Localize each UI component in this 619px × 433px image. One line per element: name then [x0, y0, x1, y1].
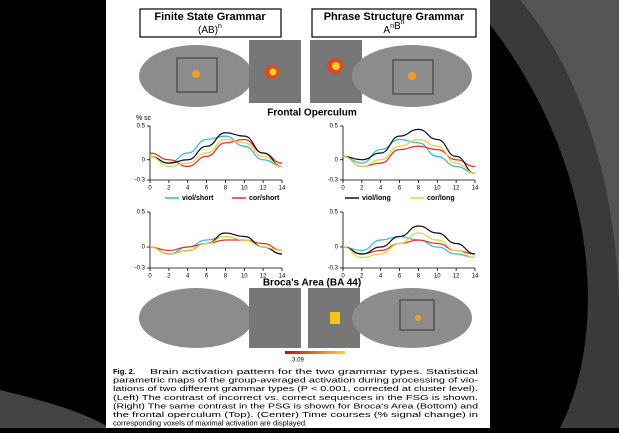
- y-axis-label: % sc: [136, 115, 152, 122]
- zoom-inset: [249, 288, 301, 348]
- y-tick-label: -0.3: [328, 178, 339, 184]
- legend-label: viol/short: [182, 195, 214, 202]
- formula-superscript: n: [218, 23, 222, 30]
- colorbar-label: 3.09: [292, 358, 304, 364]
- x-tick-label: 10: [434, 186, 441, 192]
- section-title: Broca's Area (BA 44): [263, 278, 361, 289]
- x-tick-label: 12: [260, 186, 267, 192]
- activation-blob: [408, 72, 416, 80]
- x-tick-label: 10: [241, 274, 248, 280]
- activation-blob: [270, 69, 277, 76]
- legend-label: viol/long: [362, 195, 391, 202]
- colorbar: [285, 351, 345, 354]
- activation-blob: [332, 62, 340, 70]
- legend-label: cor/short: [249, 195, 280, 202]
- x-tick-label: 12: [453, 186, 460, 192]
- y-tick-label: -0.3: [135, 178, 146, 184]
- x-tick-label: 10: [434, 274, 441, 280]
- x-tick-label: 12: [260, 274, 267, 280]
- legend-label: cor/long: [427, 195, 455, 202]
- y-tick-label: -0.3: [135, 266, 146, 272]
- y-tick-label: -0.3: [328, 266, 339, 272]
- activation-blob: [415, 315, 421, 321]
- x-tick-label: 14: [279, 186, 286, 192]
- y-tick-label: 0.5: [137, 124, 146, 130]
- activation-blob: [330, 312, 340, 324]
- formula-base: (AB): [198, 25, 218, 36]
- section-title: Frontal Operculum: [267, 108, 357, 119]
- y-tick-label: 0.5: [330, 210, 339, 216]
- formula-superscript: n: [401, 19, 405, 26]
- header-title: Finite State Grammar: [154, 11, 266, 23]
- x-tick-label: 14: [472, 186, 479, 192]
- activation-blob: [192, 70, 200, 78]
- caption-line: corresponding voxels of maximal activati…: [113, 419, 307, 428]
- x-tick-label: 14: [279, 274, 286, 280]
- x-tick-label: 12: [453, 274, 460, 280]
- x-tick-label: 14: [472, 274, 479, 280]
- brain-image: [139, 288, 253, 348]
- y-tick-label: 0.5: [330, 124, 339, 130]
- page: {"figure": { "headers": [ {"title": "Fin…: [0, 0, 619, 428]
- slide: Finite State Grammar(AB)nPhrase Structur…: [0, 0, 619, 428]
- y-tick-label: 0.5: [137, 210, 146, 216]
- brain-image: [352, 288, 472, 348]
- x-tick-label: 10: [241, 186, 248, 192]
